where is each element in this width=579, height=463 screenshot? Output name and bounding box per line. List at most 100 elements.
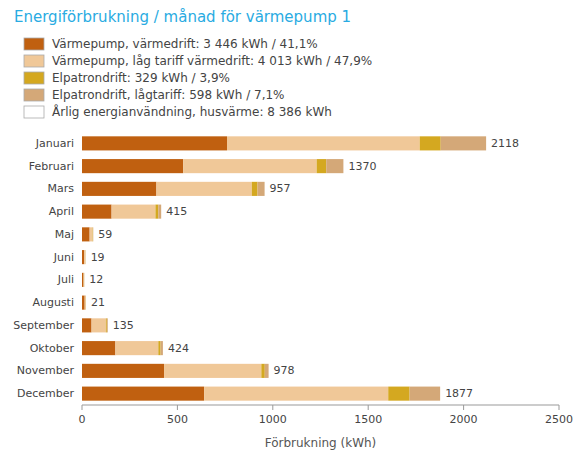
bar-segment xyxy=(155,205,158,219)
bar-segment xyxy=(326,159,343,173)
bar-segment xyxy=(82,341,115,355)
bar-segment xyxy=(161,341,163,355)
bar-segment xyxy=(82,227,90,241)
bar-segment xyxy=(183,159,317,173)
bar-segment xyxy=(82,205,112,219)
legend-label: Värmepump, låg tariff värmedrift: 4 013 … xyxy=(52,54,372,68)
legend-swatch xyxy=(24,38,44,50)
bar-segment xyxy=(82,182,156,196)
bar-segment xyxy=(82,318,92,332)
total-label: 1370 xyxy=(348,160,376,173)
legend-label: Värmepump, värmedrift: 3 446 kWh / 41,1% xyxy=(52,37,318,51)
bar-segment xyxy=(258,182,265,196)
x-tick xyxy=(177,405,178,410)
bar-segment xyxy=(156,182,251,196)
x-axis-label: Förbrukning (kWh) xyxy=(265,436,377,450)
total-label: 21 xyxy=(91,296,105,309)
y-tick-label: Januari xyxy=(35,137,74,150)
x-tick xyxy=(272,405,273,410)
bar-segment xyxy=(105,318,107,332)
y-tick-label: Oktober xyxy=(30,342,75,355)
y-tick-label: Mars xyxy=(48,182,75,195)
total-label: 135 xyxy=(113,319,134,332)
x-tick-label: 0 xyxy=(79,413,86,426)
y-tick-label: Augusti xyxy=(32,296,74,309)
y-tick-label: Februari xyxy=(29,160,74,173)
legend-swatch xyxy=(24,106,44,118)
y-tick-label: April xyxy=(49,205,74,218)
bar-segment xyxy=(158,205,161,219)
bar-segment xyxy=(85,250,86,264)
legend-label: Årlig energianvändning, husvärme: 8 386 … xyxy=(52,104,332,119)
bar-segment xyxy=(204,387,388,401)
y-tick-label: Juli xyxy=(57,273,74,286)
x-tick xyxy=(82,405,83,410)
bar-segment xyxy=(85,250,86,264)
bar-segment xyxy=(82,364,164,378)
total-label: 59 xyxy=(98,228,112,241)
total-label: 415 xyxy=(166,205,187,218)
bar-segment xyxy=(261,364,264,378)
bar-segment xyxy=(83,273,84,287)
x-tick xyxy=(463,405,464,410)
y-tick-label: September xyxy=(13,319,74,332)
totals: 21181370957415591912211354249781877 xyxy=(89,137,519,400)
bar-segment xyxy=(84,250,86,264)
y-tick-label: December xyxy=(17,387,75,400)
bar-segment xyxy=(82,387,204,401)
legend-label: Elpatrondrift: 329 kWh / 3,9% xyxy=(52,71,230,85)
bar-segment xyxy=(227,136,420,150)
title: Energiförbrukning / månad för värmepump … xyxy=(14,8,351,26)
total-label: 978 xyxy=(274,364,295,377)
x-tick xyxy=(559,405,560,410)
bar-segment xyxy=(84,296,86,310)
y-tick-label: November xyxy=(17,364,75,377)
bar-segment xyxy=(85,296,86,310)
x-tick xyxy=(368,405,369,410)
bar-segment xyxy=(92,318,106,332)
bar-segment xyxy=(158,341,160,355)
bars xyxy=(82,136,486,400)
x-tick-label: 2000 xyxy=(450,413,478,426)
x-axis-line xyxy=(82,405,559,406)
x-axis: 0 500 1000 1500 2000 2500 xyxy=(79,405,574,426)
total-label: 424 xyxy=(168,342,189,355)
x-tick-label: 2500 xyxy=(545,413,573,426)
total-label: 1877 xyxy=(445,387,473,400)
legend: Värmepump, värmedrift: 3 446 kWh / 41,1%… xyxy=(24,37,372,119)
bar-segment xyxy=(441,136,486,150)
bar-segment xyxy=(90,227,93,241)
y-axis: Januari Februari Mars April Maj Juni Juli Augus… xyxy=(13,137,74,400)
bar-segment xyxy=(164,364,261,378)
y-tick-label: Juni xyxy=(53,251,74,264)
total-label: 957 xyxy=(270,182,291,195)
total-label: 12 xyxy=(89,273,103,286)
x-tick-label: 1000 xyxy=(259,413,287,426)
bar-segment xyxy=(317,159,327,173)
bar-segment xyxy=(112,205,156,219)
bar-segment xyxy=(106,318,108,332)
y-tick-label: Maj xyxy=(55,228,74,241)
bar-segment xyxy=(82,136,227,150)
bar-segment xyxy=(85,296,86,310)
legend-label: Elpatrondrift, lågtariff: 598 kWh / 7,1% xyxy=(52,88,285,102)
total-label: 2118 xyxy=(491,137,519,150)
bar-segment xyxy=(84,273,85,287)
bar-segment xyxy=(92,227,93,241)
bar-segment xyxy=(83,273,84,287)
bar-segment xyxy=(82,273,84,287)
bar-segment xyxy=(82,250,84,264)
x-tick-label: 500 xyxy=(167,413,188,426)
bar-segment xyxy=(252,182,258,196)
bar-segment xyxy=(92,227,93,241)
legend-swatch xyxy=(24,72,44,84)
legend-swatch xyxy=(24,89,44,101)
bar-segment xyxy=(420,136,441,150)
bar-segment xyxy=(265,364,269,378)
bar-segment xyxy=(82,296,85,310)
bar-segment xyxy=(82,159,183,173)
legend-swatch xyxy=(24,55,44,67)
bar-segment xyxy=(388,387,409,401)
bar-segment xyxy=(410,387,441,401)
x-tick-label: 1500 xyxy=(354,413,382,426)
